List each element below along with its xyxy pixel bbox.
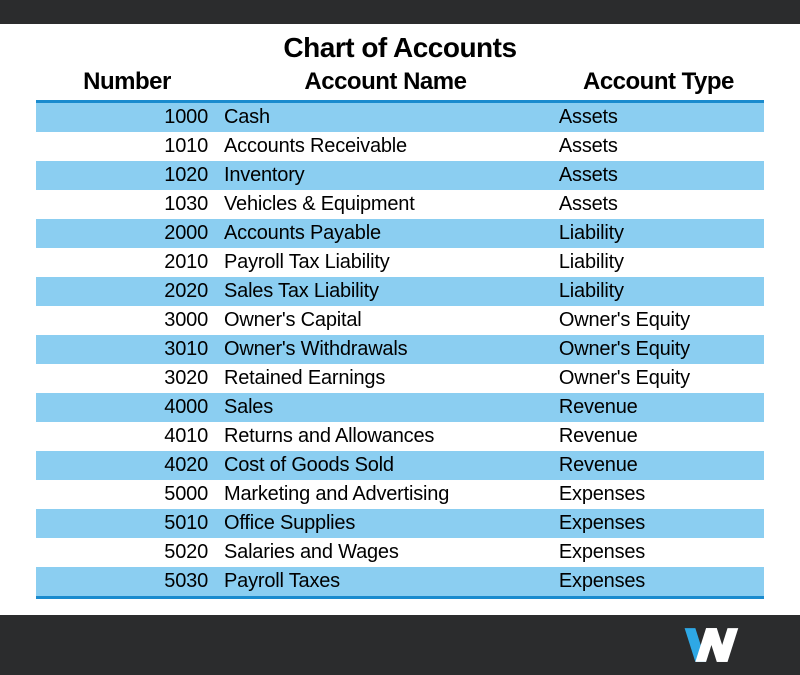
cell-account-name: Returns and Allowances xyxy=(218,422,553,451)
cell-account-name: Cost of Goods Sold xyxy=(218,451,553,480)
table-row: 1020InventoryAssets xyxy=(36,161,764,190)
cell-account-name: Vehicles & Equipment xyxy=(218,190,553,219)
table-row: 3010Owner's WithdrawalsOwner's Equity xyxy=(36,335,764,364)
table-row: 1030Vehicles & EquipmentAssets xyxy=(36,190,764,219)
cell-account-name: Accounts Receivable xyxy=(218,132,553,161)
col-header-name: Account Name xyxy=(218,66,553,100)
table-row: 4010Returns and AllowancesRevenue xyxy=(36,422,764,451)
cell-account-type: Liability xyxy=(553,219,764,248)
cell-account-type: Revenue xyxy=(553,451,764,480)
cell-number: 3020 xyxy=(36,364,218,393)
cell-account-type: Liability xyxy=(553,277,764,306)
cell-number: 3000 xyxy=(36,306,218,335)
cell-account-type: Assets xyxy=(553,190,764,219)
cell-number: 1020 xyxy=(36,161,218,190)
content-area: Chart of Accounts Number Account Name Ac… xyxy=(0,24,800,615)
cell-account-name: Owner's Withdrawals xyxy=(218,335,553,364)
top-bar xyxy=(0,0,800,24)
cell-account-name: Office Supplies xyxy=(218,509,553,538)
cell-account-name: Sales Tax Liability xyxy=(218,277,553,306)
cell-account-name: Retained Earnings xyxy=(218,364,553,393)
cell-number: 4010 xyxy=(36,422,218,451)
cell-account-name: Sales xyxy=(218,393,553,422)
cell-account-type: Owner's Equity xyxy=(553,364,764,393)
accounts-table: Number Account Name Account Type 1000Cas… xyxy=(36,66,764,599)
cell-account-type: Revenue xyxy=(553,422,764,451)
cell-account-type: Owner's Equity xyxy=(553,306,764,335)
cell-account-name: Inventory xyxy=(218,161,553,190)
cell-account-name: Accounts Payable xyxy=(218,219,553,248)
cell-account-name: Cash xyxy=(218,103,553,132)
footer-rule xyxy=(36,596,764,599)
table-row: 4000SalesRevenue xyxy=(36,393,764,422)
page-title: Chart of Accounts xyxy=(283,32,516,64)
table-header-row: Number Account Name Account Type xyxy=(36,66,764,100)
cell-account-type: Revenue xyxy=(553,393,764,422)
cell-number: 2010 xyxy=(36,248,218,277)
cell-account-name: Salaries and Wages xyxy=(218,538,553,567)
cell-account-type: Assets xyxy=(553,132,764,161)
cell-number: 5010 xyxy=(36,509,218,538)
table-body: 1000CashAssets1010Accounts ReceivableAss… xyxy=(36,103,764,596)
cell-account-type: Expenses xyxy=(553,480,764,509)
cell-number: 1030 xyxy=(36,190,218,219)
cell-account-type: Assets xyxy=(553,161,764,190)
table-row: 1010Accounts ReceivableAssets xyxy=(36,132,764,161)
cell-account-name: Owner's Capital xyxy=(218,306,553,335)
cell-number: 5030 xyxy=(36,567,218,596)
cell-account-name: Payroll Taxes xyxy=(218,567,553,596)
table-row: 2020Sales Tax LiabilityLiability xyxy=(36,277,764,306)
cell-number: 4020 xyxy=(36,451,218,480)
cell-number: 3010 xyxy=(36,335,218,364)
cell-number: 4000 xyxy=(36,393,218,422)
col-header-number: Number xyxy=(36,66,218,100)
cell-number: 2000 xyxy=(36,219,218,248)
cell-number: 5000 xyxy=(36,480,218,509)
cell-account-type: Assets xyxy=(553,103,764,132)
cell-number: 1010 xyxy=(36,132,218,161)
table-row: 3020Retained EarningsOwner's Equity xyxy=(36,364,764,393)
table-row: 4020Cost of Goods SoldRevenue xyxy=(36,451,764,480)
cell-account-name: Marketing and Advertising xyxy=(218,480,553,509)
table-row: 5020Salaries and WagesExpenses xyxy=(36,538,764,567)
cell-number: 5020 xyxy=(36,538,218,567)
table-row: 3000Owner's CapitalOwner's Equity xyxy=(36,306,764,335)
cell-account-type: Expenses xyxy=(553,509,764,538)
table-row: 2000Accounts PayableLiability xyxy=(36,219,764,248)
cell-account-name: Payroll Tax Liability xyxy=(218,248,553,277)
cell-account-type: Owner's Equity xyxy=(553,335,764,364)
cell-account-type: Expenses xyxy=(553,538,764,567)
table-row: 1000CashAssets xyxy=(36,103,764,132)
table-row: 5030Payroll TaxesExpenses xyxy=(36,567,764,596)
cell-account-type: Expenses xyxy=(553,567,764,596)
cell-account-type: Liability xyxy=(553,248,764,277)
cell-number: 1000 xyxy=(36,103,218,132)
col-header-type: Account Type xyxy=(553,66,764,100)
w-logo-icon xyxy=(680,622,772,668)
cell-number: 2020 xyxy=(36,277,218,306)
table-row: 5010Office SuppliesExpenses xyxy=(36,509,764,538)
table-row: 2010Payroll Tax LiabilityLiability xyxy=(36,248,764,277)
bottom-bar xyxy=(0,615,800,675)
table-row: 5000Marketing and AdvertisingExpenses xyxy=(36,480,764,509)
